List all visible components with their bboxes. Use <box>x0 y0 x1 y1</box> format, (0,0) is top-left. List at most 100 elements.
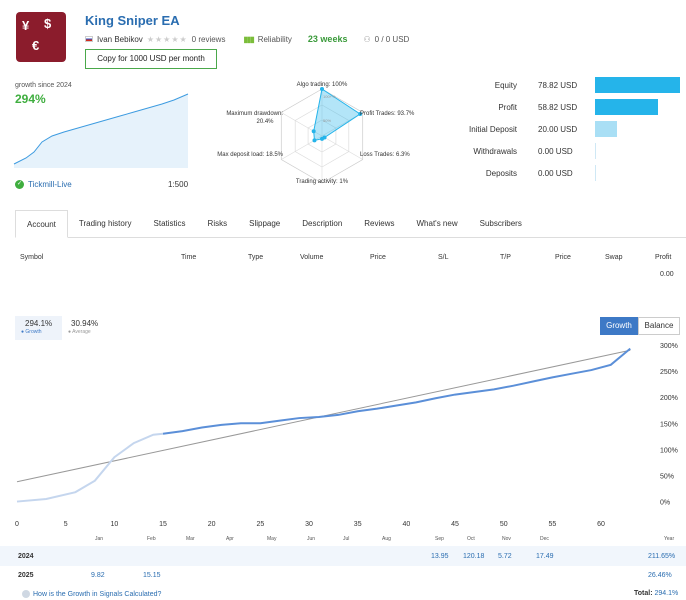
subscribers-value: 0 / 0 USD <box>374 34 410 44</box>
radar-point <box>311 129 316 134</box>
stat-label: Equity <box>494 81 517 90</box>
weeks-count: 23 weeks <box>307 34 348 44</box>
column-header[interactable]: Time <box>181 254 197 261</box>
tab-what-s-new[interactable]: What's new <box>416 219 458 228</box>
total-value: 294.1% <box>654 590 679 597</box>
signal-logo: ¥ $ € <box>16 12 66 62</box>
month-value-cell[interactable]: 13.95 <box>431 553 449 560</box>
x-tick-label: 5 <box>64 521 68 528</box>
radar-label-max-deposit-load: Max deposit load: 18.5% <box>217 152 283 158</box>
russia-flag-icon <box>85 36 93 42</box>
radar-chart: 100+% 50% Algo trading: 100% Profit Trad… <box>217 82 415 185</box>
x-tick-label: 55 <box>548 521 556 528</box>
mini-growth-chart <box>13 93 189 168</box>
radar-ring-100: 100+% <box>323 94 336 99</box>
radar-point <box>312 138 317 143</box>
x-tick-label: 15 <box>159 521 167 528</box>
tab-statistics[interactable]: Statistics <box>153 219 186 228</box>
growth-toggle-button[interactable]: Growth <box>600 317 638 335</box>
month-header: Jan <box>95 536 104 542</box>
radar-value-max-drawdown: 20.4% <box>256 119 274 125</box>
stat-label: Deposits <box>485 169 517 178</box>
growth-help-link[interactable]: How is the Growth in Signals Calculated? <box>22 590 161 598</box>
legend-average-value[interactable]: 30.94% <box>71 319 99 328</box>
column-header[interactable]: Price <box>555 254 571 261</box>
stat-value: 20.00 USD <box>538 125 578 134</box>
column-header[interactable]: Price <box>370 254 386 261</box>
stat-bar <box>595 99 659 115</box>
growth-chart: 300% 250% 200% 150% 100% 50% 0% 0 5 10 15 20 25 30 35 4… <box>15 343 678 528</box>
stat-bar <box>595 165 596 181</box>
x-tick-label: 45 <box>451 521 459 528</box>
stat-bar <box>595 143 596 159</box>
growth-line <box>162 347 631 435</box>
tab-bar: Account Trading history Statistics Risks Sli… <box>15 210 686 238</box>
tab-reviews[interactable]: Reviews <box>364 219 395 228</box>
rating-stars-icon: ★★★★★ <box>146 34 188 44</box>
year-total-cell[interactable]: 26.46% <box>648 572 672 579</box>
year-label: 2024 <box>18 553 34 560</box>
month-value-cell[interactable]: 9.82 <box>91 572 105 579</box>
radar-label-trading-activity: Trading activity: 1% <box>296 179 349 185</box>
month-header: Jun <box>307 536 316 542</box>
month-header: Apr <box>226 536 234 542</box>
growth-line-early <box>16 432 164 503</box>
legend-average-label: ● Average <box>68 329 91 335</box>
radar-label-loss-trades: Loss Trades: 6.3% <box>360 152 410 158</box>
balance-toggle-button[interactable]: Balance <box>638 317 680 335</box>
month-value-cell[interactable]: 5.72 <box>498 553 512 560</box>
y-tick-label: 50% <box>660 473 674 480</box>
legend-growth-label: ● Growth <box>21 329 42 335</box>
question-icon <box>22 590 30 598</box>
y-tick-label: 300% <box>660 343 678 350</box>
y-tick-label: 200% <box>660 395 678 402</box>
tab-trading-history[interactable]: Trading history <box>78 219 132 228</box>
column-header[interactable]: S/L <box>438 254 449 261</box>
month-value-cell[interactable]: 120.18 <box>463 553 485 560</box>
radar-label-profit-trades: Profit Trades: 93.7% <box>360 111 415 117</box>
y-tick-label: 0% <box>660 500 670 507</box>
growth-value: 294% <box>15 92 46 106</box>
year-label: 2025 <box>18 572 34 579</box>
month-header: Mar <box>186 536 195 542</box>
tab-account[interactable]: Account <box>15 210 68 238</box>
reviews-count[interactable]: 0 reviews <box>191 34 226 44</box>
broker-link[interactable]: ✓ Tickmill-Live <box>15 180 72 189</box>
tab-description[interactable]: Description <box>302 219 343 228</box>
verified-check-icon: ✓ <box>15 180 24 189</box>
x-tick-label: 30 <box>305 521 313 528</box>
stat-value: 78.82 USD <box>538 81 578 90</box>
table-profit-total: 0.00 <box>660 271 674 278</box>
stat-label: Profit <box>498 103 517 112</box>
tab-subscribers[interactable]: Subscribers <box>479 219 522 228</box>
x-tick-label: 40 <box>402 521 410 528</box>
x-tick-label: 20 <box>208 521 216 528</box>
month-value-cell[interactable]: 17.49 <box>536 553 554 560</box>
y-tick-label: 250% <box>660 369 678 376</box>
radar-label-algo: Algo trading: 100% <box>297 82 348 88</box>
month-header: May <box>267 536 277 542</box>
month-header: Sep <box>435 536 444 542</box>
radar-ring-50: 50% <box>323 118 331 123</box>
column-header[interactable]: Volume <box>300 254 324 261</box>
column-header[interactable]: Symbol <box>20 254 44 261</box>
month-value-cell[interactable]: 15.15 <box>143 572 161 579</box>
total-label: Total: <box>634 590 653 597</box>
column-header[interactable]: Type <box>248 254 264 261</box>
column-header[interactable]: Profit <box>655 254 672 261</box>
stat-label: Withdrawals <box>473 147 517 156</box>
reliability-bars-icon: ▮▮▮ <box>243 34 254 44</box>
x-tick-label: 35 <box>354 521 362 528</box>
tab-risks[interactable]: Risks <box>207 219 228 228</box>
author-name[interactable]: Ivan Bebikov <box>97 34 143 44</box>
signal-title[interactable]: King Sniper EA <box>85 13 180 28</box>
column-header[interactable]: Swap <box>605 254 623 261</box>
copy-signal-button[interactable]: Copy for 1000 USD per month <box>85 49 217 69</box>
growth-legend-box[interactable] <box>15 316 62 340</box>
x-tick-label: 25 <box>256 521 264 528</box>
column-header[interactable]: T/P <box>500 254 511 261</box>
tab-slippage[interactable]: Slippage <box>249 219 281 228</box>
month-header: Feb <box>147 536 156 542</box>
radar-label-max-drawdown: Maximum drawdown: <box>226 111 283 117</box>
year-total-cell[interactable]: 211.65% <box>648 553 676 560</box>
